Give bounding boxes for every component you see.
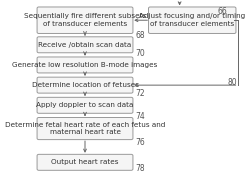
FancyBboxPatch shape [37,7,133,33]
Text: 66: 66 [218,7,227,16]
Text: 78: 78 [136,164,145,173]
FancyBboxPatch shape [37,77,133,93]
Text: Sequentially fire different subsets
of transducer elements: Sequentially fire different subsets of t… [24,13,146,27]
Text: Receive /obtain scan data: Receive /obtain scan data [38,42,132,48]
Text: 80: 80 [228,78,237,87]
Text: Output heart rates: Output heart rates [51,159,119,165]
Text: Generate low resolution B-mode images: Generate low resolution B-mode images [12,62,158,68]
Text: 72: 72 [136,89,145,98]
Text: 70: 70 [136,49,145,58]
Text: Determine fetal heart rate of each fetus and
maternal heart rate: Determine fetal heart rate of each fetus… [5,122,165,135]
Text: Adjust focusing and/or timing
of transducer elements: Adjust focusing and/or timing of transdu… [139,13,245,27]
Text: 76: 76 [136,138,145,147]
Text: Apply doppler to scan data: Apply doppler to scan data [36,102,134,108]
FancyBboxPatch shape [37,154,133,170]
FancyBboxPatch shape [37,117,133,140]
FancyBboxPatch shape [37,37,133,53]
Text: 74: 74 [136,112,145,121]
FancyBboxPatch shape [37,97,133,113]
FancyBboxPatch shape [37,57,133,73]
Text: Determine location of fetuses: Determine location of fetuses [32,82,138,88]
FancyBboxPatch shape [148,7,236,33]
Text: 68: 68 [136,31,145,40]
